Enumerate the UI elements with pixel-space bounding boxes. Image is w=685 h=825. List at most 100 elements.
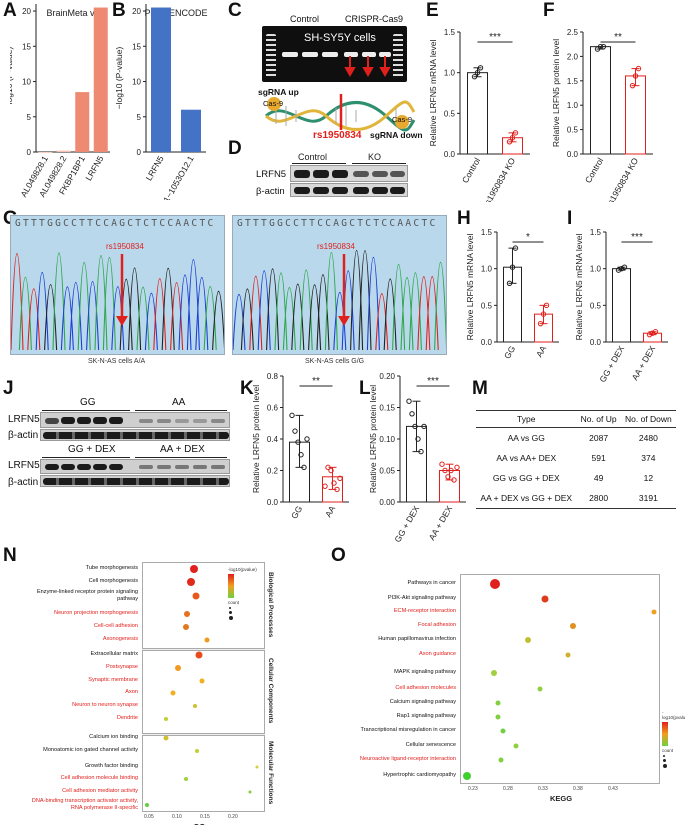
table-cell: 591 (591, 453, 606, 463)
category-label: GG + DEX (392, 504, 421, 544)
data-point (509, 264, 516, 270)
y-tick-label: 0.00 (379, 498, 395, 507)
trace-peak (60, 286, 74, 351)
enrichment-dot (164, 717, 168, 721)
y-tick-label: 1.5 (567, 77, 579, 86)
gel-red-arrows (344, 56, 391, 78)
cas9-down-label: Cas-9 (392, 115, 413, 124)
gel-ladder-left (266, 34, 276, 78)
enrichment-dot (525, 637, 531, 643)
enrichment-term-label: Neuron projection morphogenesis (54, 610, 138, 616)
y-axis-label: Relative LRFN5 mRNA level (574, 234, 584, 341)
data-point (409, 411, 415, 417)
enrichment-dot (184, 611, 190, 617)
enrichment-dot (490, 579, 500, 589)
panel-letter-f: F (543, 0, 555, 21)
enrichment-term-label: Cell adhesion molecules (395, 685, 456, 691)
gel-cell-label: SH-SY5Y cells (304, 32, 376, 44)
blot-j-aa-dex-line (135, 457, 227, 458)
data-point (506, 139, 513, 145)
blot-j-lrfn5-strip-1 (40, 412, 230, 428)
enrichment-dot (170, 690, 176, 696)
legend-size-dot (229, 607, 231, 609)
facet-label: Molecular Functions (267, 741, 274, 805)
sgrna-down-label: sgRNA down (370, 130, 423, 140)
data-point (304, 436, 310, 442)
trace-peak (186, 258, 200, 351)
legend-size-title: count (228, 600, 240, 605)
enrichment-term-label: ECM-receptor interaction (393, 608, 456, 614)
y-axis-label: Relative LRFN5 protein level (551, 39, 561, 147)
enrichment-term-label: Axon (125, 689, 138, 695)
chart-k-protein: 0.0 0.2 0.4 0.6 0.8 Relative LRFN5 protein le… (251, 372, 349, 520)
enrichment-term-label: MAPK signaling pathway (394, 669, 456, 675)
x-tick-label: 0.28 (503, 786, 513, 792)
table-cell: 49 (593, 473, 604, 483)
data-point (512, 245, 519, 251)
data-point (474, 69, 481, 76)
y-tick-label: 1.5 (444, 28, 456, 37)
enrichment-dot (190, 565, 198, 573)
y-tick-label: 1.5 (590, 228, 602, 237)
enrichment-term-label: Pathways in cancer (407, 580, 456, 586)
data-point (415, 436, 421, 442)
data-point (289, 412, 295, 419)
enrichment-term-label: Cell adhesion molecule binding (60, 775, 138, 781)
cas9-up-label: Cas-9 (263, 99, 284, 108)
enrichment-dot (491, 670, 497, 676)
enrichment-term-label: PI3K-Akt signaling pathway (387, 595, 456, 601)
enrichment-term-label: Synaptic membrane (88, 677, 138, 683)
data-point (334, 486, 340, 493)
blot-d-actin-strip (290, 183, 408, 197)
enrichment-dot (193, 704, 197, 708)
y-tick-label: 1.0 (567, 101, 579, 110)
y-axis-label: −log10 (P-value) (116, 47, 124, 110)
y-tick-label: 0.0 (590, 338, 602, 347)
bar (590, 46, 611, 155)
y-tick-label: 0.2 (267, 467, 279, 476)
chromatogram-sequence: GTTTGGCCTTCCAGCTCTCCAACTC (237, 218, 438, 229)
y-tick-label: 10 (132, 78, 141, 87)
gel-control-label: Control (290, 14, 320, 24)
enrichment-dot (255, 765, 259, 769)
blot-d-lrfn5-strip (290, 165, 408, 182)
trace-peak (170, 282, 184, 351)
legend-size-dot (229, 611, 232, 614)
enrichment-term-label: Rap1 signaling pathway (396, 713, 456, 719)
y-tick-label: 0.05 (379, 467, 395, 476)
trace-peak (350, 250, 364, 351)
table-cell: 12 (643, 473, 654, 483)
enrichment-dot (248, 790, 252, 794)
data-point (540, 311, 547, 317)
table-row: GG vs GG + DEX 49 12 (476, 468, 676, 488)
data-point (292, 428, 298, 434)
bar (56, 150, 71, 152)
x-tick-label: 0.10 (172, 814, 182, 820)
trace-peak (240, 288, 254, 351)
trace-peak (77, 261, 91, 351)
enrichment-term-label: Neuron to neuron synapse (72, 702, 138, 708)
y-tick-label: 0.5 (567, 126, 579, 135)
blot-j-lrfn5-label-2: LRFN5 (8, 460, 40, 471)
enrichment-dot (500, 728, 506, 734)
gel-ladder-right (393, 34, 403, 78)
y-tick-label: 0.20 (379, 372, 395, 381)
data-point (649, 330, 656, 336)
data-point (328, 467, 334, 474)
data-point (543, 302, 550, 309)
y-tick-label: 15 (132, 42, 141, 51)
table-cell: 374 (641, 453, 656, 463)
enrichment-term-label: Cellular senescence (405, 742, 456, 748)
bar (467, 72, 488, 155)
bar (181, 109, 201, 152)
gel-band (282, 52, 298, 57)
data-point (439, 461, 445, 467)
data-point (512, 130, 519, 136)
enrichment-term-label: Axonogenesis (102, 636, 138, 642)
data-point (295, 439, 301, 445)
enrichment-dot (537, 686, 543, 692)
chromatogram-right: GTTTGGCCTTCCAGCTCTCCAACTC rs1950834 (232, 215, 447, 355)
enrichment-term-label: Dendrite (116, 715, 138, 721)
panel-letter-a: A (3, 0, 17, 21)
chromatogram-sequence: GTTTGGCCTTCCAGCTCTCCAACTC (15, 218, 216, 229)
